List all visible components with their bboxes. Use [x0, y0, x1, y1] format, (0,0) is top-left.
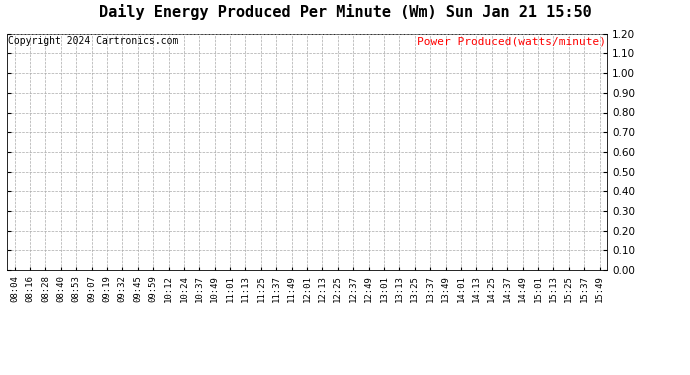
- Text: Power Produced(watts/minute): Power Produced(watts/minute): [417, 36, 606, 46]
- Text: Copyright 2024 Cartronics.com: Copyright 2024 Cartronics.com: [8, 36, 179, 46]
- Text: Daily Energy Produced Per Minute (Wm) Sun Jan 21 15:50: Daily Energy Produced Per Minute (Wm) Su…: [99, 4, 591, 20]
